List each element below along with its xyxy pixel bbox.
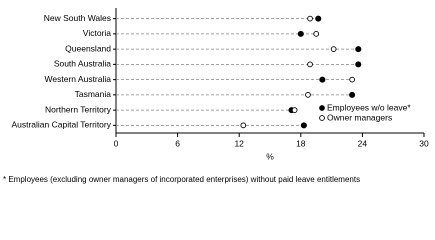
dot <box>297 30 304 37</box>
x-tick-label: 12 <box>234 138 244 148</box>
y-tick-label: Tasmania <box>75 89 112 99</box>
dot <box>313 31 320 37</box>
y-tick-label: South Australia <box>54 59 111 69</box>
legend-marker <box>319 115 325 121</box>
chart: % * Employees (excluding owner managers … <box>3 8 429 184</box>
x-axis-label: % <box>266 151 274 161</box>
x-tick-label: 18 <box>296 138 306 148</box>
legend-marker <box>319 105 325 111</box>
dot <box>315 15 322 22</box>
y-tick-label: New South Wales <box>44 13 111 23</box>
dot <box>355 46 362 53</box>
y-tick-label: Australian Capital Territory <box>11 120 111 130</box>
y-tick-label: Northern Territory <box>45 104 112 114</box>
x-tick-label: 24 <box>358 138 368 148</box>
dot <box>307 15 313 22</box>
y-tick-label: Victoria <box>83 28 111 38</box>
legend-label: Employees w/o leave* <box>327 102 411 112</box>
footnote: * Employees (excluding owner managers of… <box>3 175 360 184</box>
dot <box>240 122 247 129</box>
dot <box>355 61 362 68</box>
dot <box>307 61 313 68</box>
y-tick-label: Western Australia <box>45 74 112 84</box>
x-tick-label: 30 <box>419 138 429 148</box>
dot <box>319 76 326 83</box>
legend-label: Owner managers <box>327 112 392 122</box>
dot <box>291 107 298 113</box>
dot <box>330 46 337 52</box>
dot <box>349 76 355 83</box>
x-tick-label: 6 <box>175 138 180 148</box>
dot <box>349 91 356 98</box>
x-tick-label: 0 <box>114 138 119 148</box>
dot <box>305 92 311 98</box>
y-tick-label: Queensland <box>65 43 111 53</box>
dot <box>300 122 307 129</box>
